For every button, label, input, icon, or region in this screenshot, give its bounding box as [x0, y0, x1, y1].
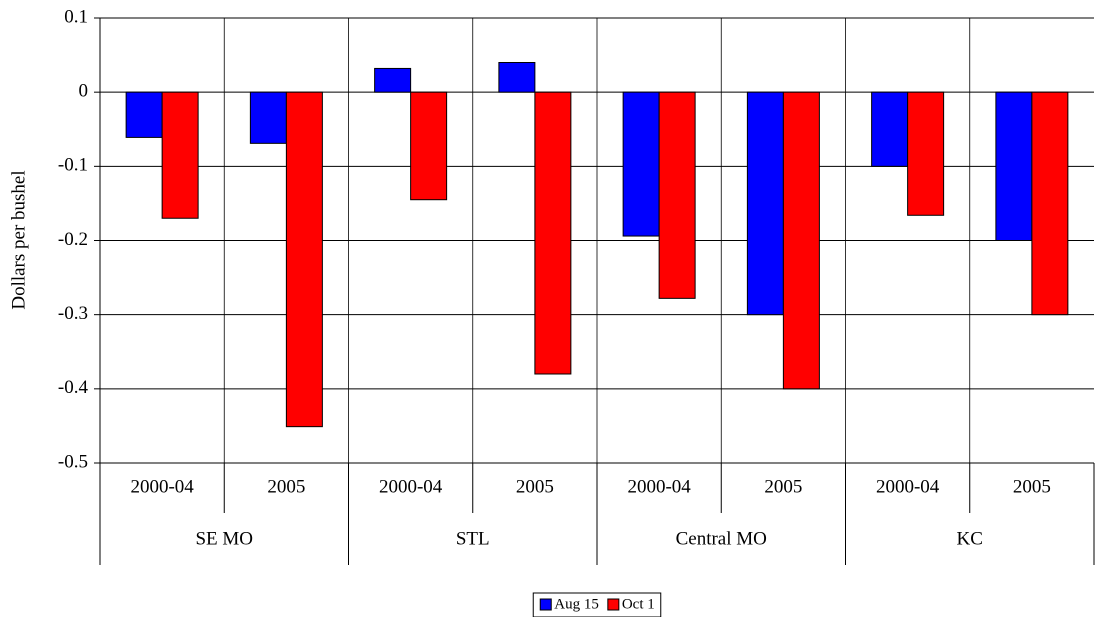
bar: [871, 91, 909, 167]
group-label: SE MO: [195, 528, 253, 549]
group-label: Central MO: [676, 528, 767, 549]
x-tick-label: 2000-04: [627, 476, 691, 497]
bar: [498, 62, 536, 93]
bar: [410, 91, 448, 201]
y-tick-label: 0.1: [64, 6, 88, 27]
x-tick-label: 2005: [516, 476, 554, 497]
legend-swatch: [539, 598, 552, 611]
x-tick-label: 2000-04: [379, 476, 443, 497]
bar: [374, 67, 412, 93]
bar: [161, 91, 199, 219]
bar: [782, 91, 820, 390]
legend-swatch: [607, 598, 620, 611]
y-tick-label: -0.1: [58, 155, 88, 176]
x-tick-label: 2005: [267, 476, 305, 497]
x-tick-label: 2000-04: [130, 476, 194, 497]
bar: [1031, 91, 1069, 316]
y-tick-label: -0.3: [58, 303, 88, 324]
y-axis-label: Dollars per bushel: [8, 170, 29, 309]
x-tick-label: 2005: [764, 476, 802, 497]
y-tick-label: 0: [79, 81, 89, 102]
bar: [125, 91, 163, 138]
y-tick-label: -0.5: [58, 451, 88, 472]
group-label: KC: [957, 528, 983, 549]
bar: [658, 91, 696, 299]
x-tick-label: 2005: [1013, 476, 1051, 497]
y-tick-label: -0.2: [58, 229, 88, 250]
legend-label: Aug 15: [554, 596, 599, 612]
legend-label: Oct 1: [622, 596, 655, 612]
bar: [907, 91, 945, 216]
bar: [285, 91, 323, 428]
bar: [622, 91, 660, 237]
bar: [534, 91, 572, 375]
group-label: STL: [456, 528, 490, 549]
bar: [995, 91, 1033, 241]
bar: [746, 91, 784, 316]
bar: [249, 91, 287, 144]
legend-box: [532, 592, 662, 618]
x-tick-label: 2000-04: [876, 476, 940, 497]
legend: Aug 15 Oct 1: [532, 592, 662, 618]
y-tick-label: -0.4: [58, 377, 89, 398]
